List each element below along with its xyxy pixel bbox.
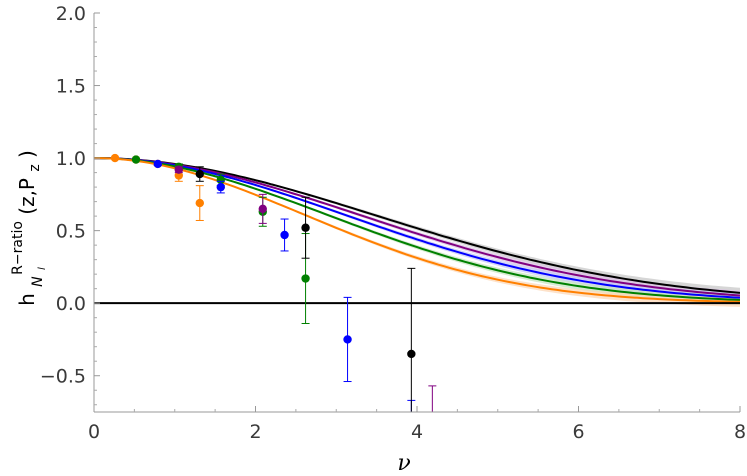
point-3-1 (258, 204, 267, 214)
x-axis-label: ν (397, 451, 410, 476)
uncertainty-bands (94, 158, 740, 307)
y-label-args-close: ) (15, 150, 39, 158)
point-0-0 (110, 153, 120, 163)
point-1-2 (216, 175, 225, 185)
point-4-0 (195, 169, 204, 179)
point-0-3 (174, 171, 183, 180)
point-2-2 (280, 230, 289, 240)
x-tick-label-3: 6 (572, 421, 584, 443)
y-label-sub-sub: l (37, 267, 48, 270)
axis-ticks: 0 2 4 6 8 −0.5 0.0 0.5 1.0 1.5 2.0 (40, 3, 746, 443)
y-label-args: (z,P (15, 178, 39, 215)
curve-0 (94, 157, 740, 294)
y-tick-label-5: 2.0 (56, 3, 86, 25)
point-1-4 (301, 274, 310, 283)
data-points (110, 153, 437, 430)
x-tick-label-2: 4 (411, 421, 423, 443)
point-2-3 (343, 335, 352, 344)
y-tick-label-4: 1.5 (56, 76, 86, 98)
y-tick-label-2: 0.5 (56, 221, 86, 243)
y-label-sub-main: N (30, 276, 46, 287)
y-tick-label-0: −0.5 (40, 366, 86, 388)
x-tick-label-1: 2 (249, 421, 261, 443)
curve-1 (94, 157, 740, 297)
point-2-0 (153, 159, 162, 169)
x-tick-label-0: 0 (88, 421, 100, 443)
point-3-0 (174, 165, 183, 174)
y-axis-label: h N l R−ratio (z,P z ) (3, 150, 50, 306)
x-tick-label-4: 8 (734, 421, 746, 443)
point-3-2 (428, 422, 436, 430)
point-2-1 (216, 182, 225, 192)
y-tick-label-3: 1.0 (56, 148, 86, 170)
y-label-args-sub: z (27, 164, 43, 171)
plot-frame (93, 13, 740, 413)
y-tick-label-1: 0.0 (56, 293, 86, 315)
point-4-2 (407, 349, 416, 359)
point-0-4 (195, 198, 204, 208)
y-label-superscript: R−ratio (10, 221, 26, 275)
point-1-0 (131, 155, 141, 164)
y-label-base: h (15, 293, 39, 306)
point-4-1 (301, 223, 310, 232)
